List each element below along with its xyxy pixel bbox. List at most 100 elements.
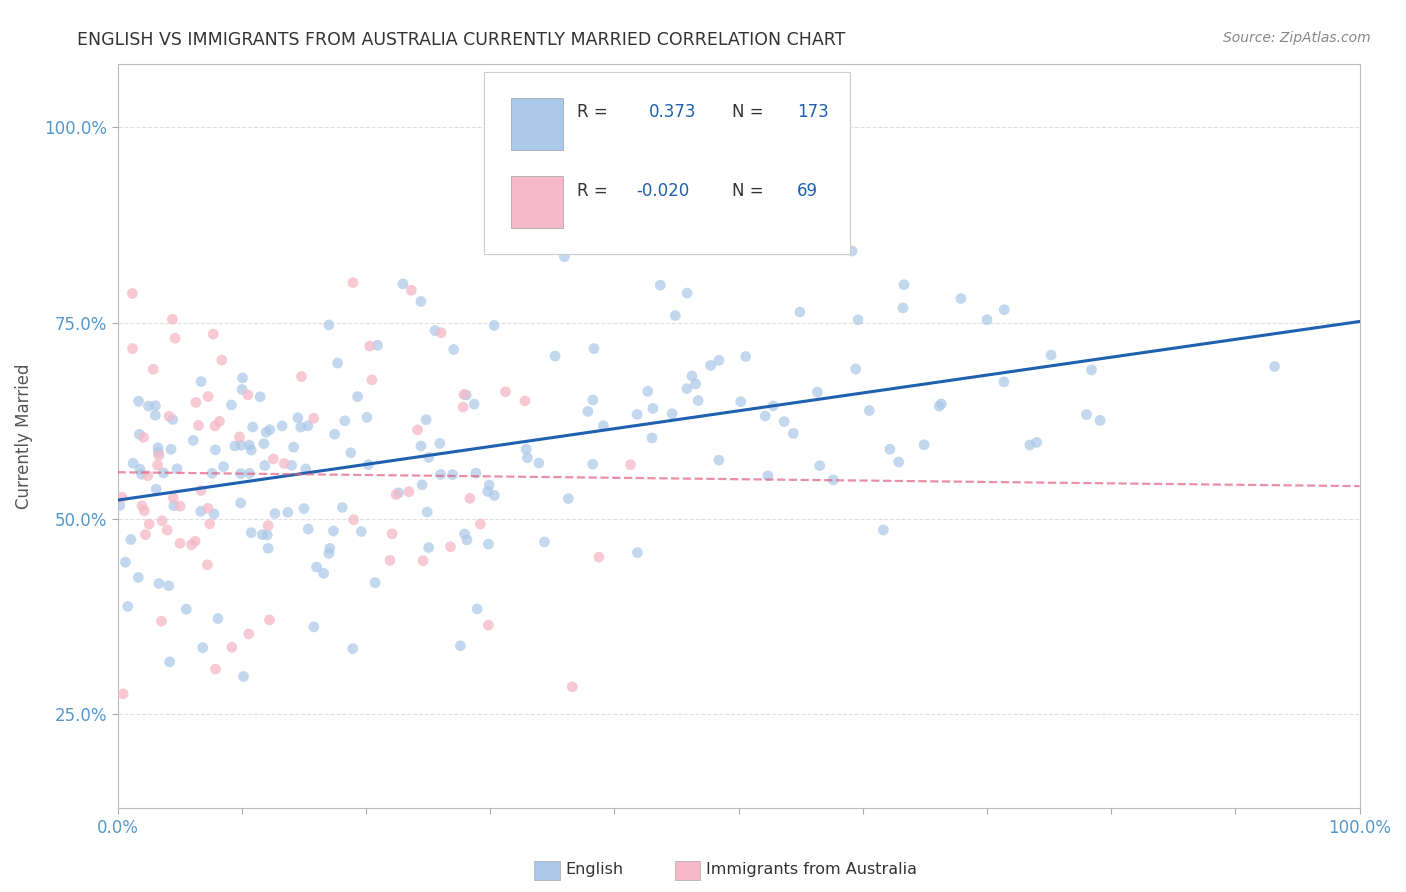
Point <box>533 535 555 549</box>
Point <box>527 456 550 470</box>
Point <box>356 410 378 425</box>
Point <box>305 560 328 574</box>
Point <box>429 467 451 482</box>
Point <box>259 423 281 437</box>
Point <box>453 527 475 541</box>
Point <box>208 414 231 428</box>
Point <box>252 527 274 541</box>
Point <box>576 404 599 418</box>
Point <box>129 462 152 476</box>
Point <box>495 384 517 399</box>
Point <box>342 276 364 290</box>
Point <box>134 527 156 541</box>
Point <box>169 536 191 550</box>
Point <box>388 486 411 500</box>
Point <box>664 309 686 323</box>
Point <box>465 466 488 480</box>
Point <box>477 537 499 551</box>
Point <box>912 438 935 452</box>
Point <box>676 286 699 301</box>
Point <box>441 467 464 482</box>
Point <box>121 342 143 356</box>
Point <box>190 504 212 518</box>
Point <box>773 415 796 429</box>
Point <box>228 430 250 444</box>
Point <box>339 446 361 460</box>
Point <box>152 466 174 480</box>
Point <box>588 550 610 565</box>
Point <box>160 442 183 457</box>
Text: ENGLISH VS IMMIGRANTS FROM AUSTRALIA CURRENTLY MARRIED CORRELATION CHART: ENGLISH VS IMMIGRANTS FROM AUSTRALIA CUR… <box>77 31 845 49</box>
Point <box>190 483 212 498</box>
Point <box>198 516 221 531</box>
Point <box>398 484 420 499</box>
Point <box>201 467 224 481</box>
Point <box>343 513 366 527</box>
Point <box>212 459 235 474</box>
Point <box>148 576 170 591</box>
Point <box>120 533 142 547</box>
Point <box>204 662 226 676</box>
Point <box>392 277 415 291</box>
Point <box>949 292 972 306</box>
Point <box>626 546 648 560</box>
Point <box>297 522 319 536</box>
Point <box>333 414 356 428</box>
Point <box>359 339 381 353</box>
Point <box>782 426 804 441</box>
Point <box>112 687 135 701</box>
Point <box>582 342 605 356</box>
Point <box>145 482 167 496</box>
Point <box>221 398 243 412</box>
Point <box>166 462 188 476</box>
Point <box>221 640 243 655</box>
Point <box>204 418 226 433</box>
Point <box>202 327 225 342</box>
Point <box>254 425 277 440</box>
Point <box>242 420 264 434</box>
Point <box>482 318 505 333</box>
Point <box>148 449 170 463</box>
Point <box>734 350 756 364</box>
Point <box>253 458 276 473</box>
Text: Immigrants from Australia: Immigrants from Australia <box>706 863 917 877</box>
Point <box>456 388 478 402</box>
Text: R =: R = <box>576 182 607 200</box>
Point <box>418 541 440 555</box>
Point <box>312 566 335 581</box>
Point <box>385 487 408 501</box>
Point <box>146 441 169 455</box>
Point <box>626 408 648 422</box>
Point <box>297 418 319 433</box>
Point <box>478 478 501 492</box>
Point <box>229 496 252 510</box>
Point <box>561 680 583 694</box>
Point <box>381 526 404 541</box>
Point <box>134 504 156 518</box>
Point <box>184 395 207 409</box>
Point <box>211 353 233 368</box>
Text: 173: 173 <box>797 103 828 121</box>
Point <box>122 456 145 470</box>
Point <box>928 399 950 413</box>
Point <box>641 431 664 445</box>
Point <box>406 423 429 437</box>
Point <box>456 533 478 547</box>
Point <box>516 450 538 465</box>
Text: English: English <box>565 863 623 877</box>
Point <box>756 468 779 483</box>
Point <box>136 468 159 483</box>
Point <box>326 356 349 370</box>
Point <box>302 411 325 425</box>
Point <box>416 505 439 519</box>
Point <box>283 440 305 454</box>
Point <box>146 458 169 472</box>
Point <box>688 393 710 408</box>
Point <box>976 312 998 326</box>
Point <box>131 499 153 513</box>
Point <box>195 558 218 572</box>
Point <box>240 443 263 458</box>
Text: N =: N = <box>733 103 763 121</box>
Point <box>1025 435 1047 450</box>
Point <box>361 373 384 387</box>
